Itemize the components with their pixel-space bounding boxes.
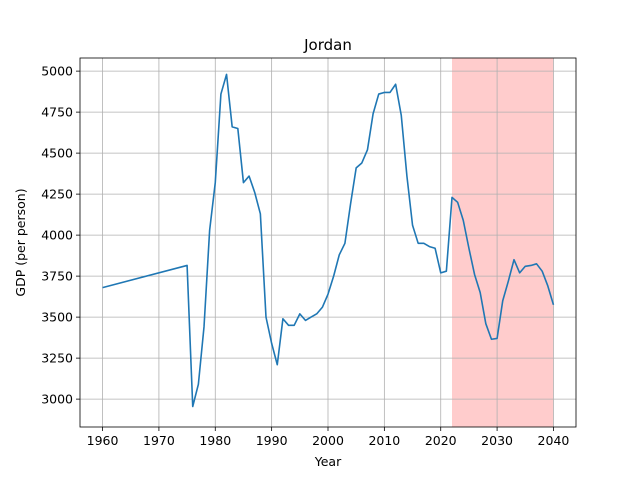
x-tick-label: 2020 — [425, 433, 457, 448]
y-axis-label: GDP (per person) — [13, 188, 28, 296]
x-tick-label: 1970 — [143, 433, 175, 448]
x-axis-ticks: 1960 1970 1980 1990 2000 2010 2020 2030 2040 — [87, 427, 570, 448]
series-layer — [102, 73, 555, 408]
y-tick-label: 4750 — [41, 105, 73, 120]
y-tick-label: 4500 — [41, 146, 73, 161]
y-tick-label: 4250 — [41, 187, 73, 202]
forecast-region — [452, 58, 554, 427]
x-tick-label: 1960 — [87, 433, 119, 448]
x-tick-label: 2030 — [481, 433, 513, 448]
grid — [80, 58, 576, 427]
y-tick-label: 4000 — [41, 228, 73, 243]
forecast-shade — [452, 58, 554, 427]
x-axis-label: Year — [314, 454, 342, 469]
x-tick-label: 2040 — [538, 433, 570, 448]
chart-title: Jordan — [303, 36, 352, 54]
x-tick-label: 2000 — [312, 433, 344, 448]
x-tick-label: 2010 — [368, 433, 400, 448]
series-line — [102, 73, 555, 408]
y-tick-label: 5000 — [41, 64, 73, 79]
x-tick-label: 1980 — [199, 433, 231, 448]
x-tick-label: 1990 — [256, 433, 288, 448]
y-tick-label: 3000 — [41, 392, 73, 407]
y-tick-label: 3750 — [41, 269, 73, 284]
y-axis-ticks: 3000 3250 3500 3750 4000 4250 4500 4750 5000 — [41, 64, 80, 407]
y-tick-label: 3500 — [41, 310, 73, 325]
y-tick-label: 3250 — [41, 351, 73, 366]
